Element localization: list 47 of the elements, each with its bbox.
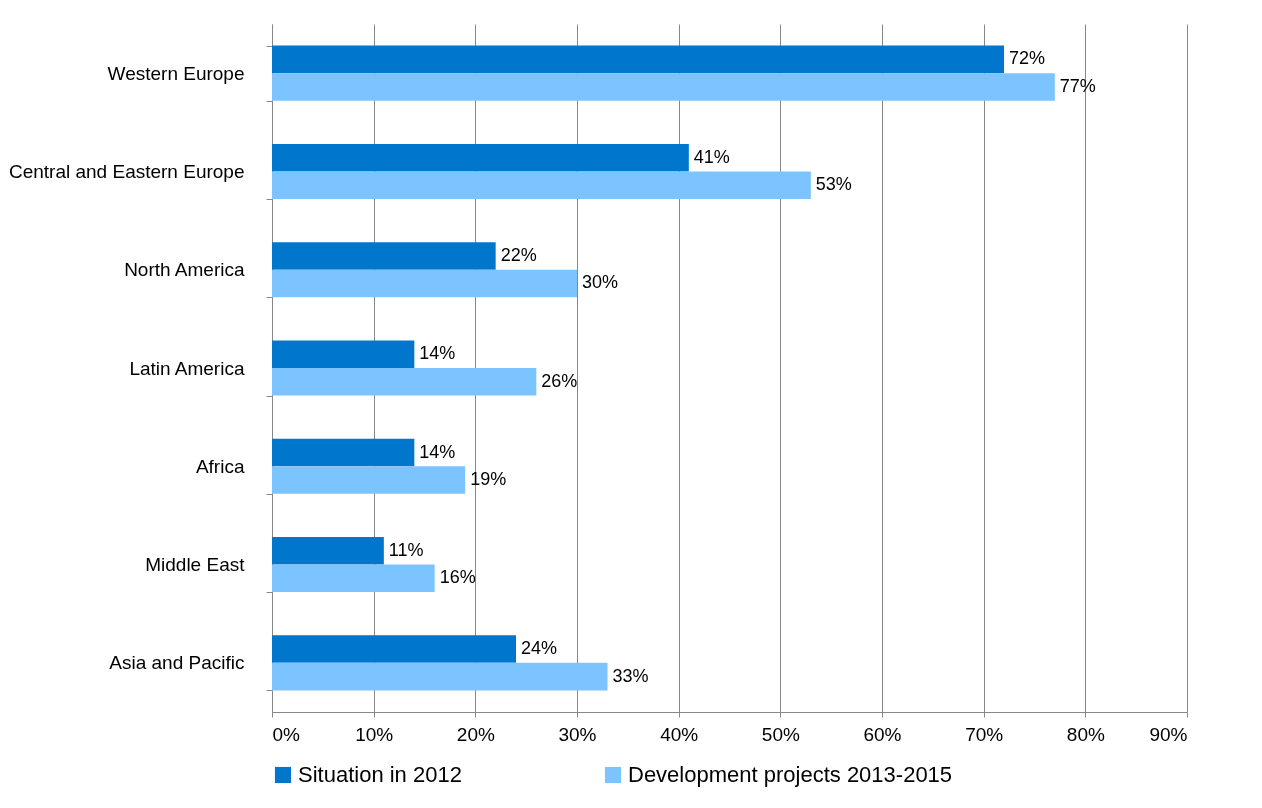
data-label: 19% <box>470 469 507 490</box>
x-tick-label: 70% <box>965 723 1004 745</box>
data-label: 30% <box>582 272 619 293</box>
x-tick-label: 90% <box>1149 723 1188 745</box>
bar <box>272 564 435 593</box>
data-label: 11% <box>388 539 424 560</box>
data-label: 22% <box>500 244 537 265</box>
y-tick-label: Central and Eastern Europe <box>8 160 245 182</box>
bar <box>272 45 1004 74</box>
y-tick-label: Latin America <box>129 357 245 379</box>
data-label: 14% <box>419 343 456 364</box>
bar <box>272 466 466 494</box>
bar <box>272 242 496 270</box>
x-tick-label: 80% <box>1066 723 1105 745</box>
data-label: 33% <box>612 665 649 686</box>
data-label: 72% <box>1009 48 1046 69</box>
bar <box>272 662 608 691</box>
data-label: 14% <box>419 441 456 462</box>
bar <box>272 635 516 663</box>
x-tick-label: 30% <box>558 723 597 745</box>
bar <box>272 537 384 565</box>
x-tick-label: 0% <box>272 723 301 745</box>
x-tick-label: 50% <box>761 723 800 745</box>
data-label: 24% <box>521 638 558 659</box>
data-label: 77% <box>1059 75 1096 96</box>
bar <box>272 368 537 396</box>
bar <box>272 340 415 368</box>
data-label: 16% <box>439 567 476 588</box>
y-tick-label: Western Europe <box>107 62 245 84</box>
x-tick-label: 60% <box>863 723 902 745</box>
bar <box>272 73 1055 101</box>
data-label: 53% <box>815 174 852 195</box>
y-tick-label: Middle East <box>145 554 246 576</box>
bar <box>272 171 811 199</box>
x-tick-label: 20% <box>456 723 495 745</box>
legend-label: Development projects 2013-2015 <box>628 762 953 787</box>
data-label: 41% <box>693 146 730 167</box>
legend-label: Situation in 2012 <box>298 762 462 787</box>
data-label: 26% <box>541 370 578 391</box>
x-tick-label: 10% <box>355 723 394 745</box>
y-tick-label: Asia and Pacific <box>109 652 245 674</box>
bar <box>272 143 689 172</box>
bar <box>272 438 415 467</box>
y-tick-label: North America <box>124 259 245 281</box>
bar <box>272 269 577 298</box>
x-tick-label: 40% <box>660 723 699 745</box>
y-tick-label: Africa <box>195 455 245 477</box>
